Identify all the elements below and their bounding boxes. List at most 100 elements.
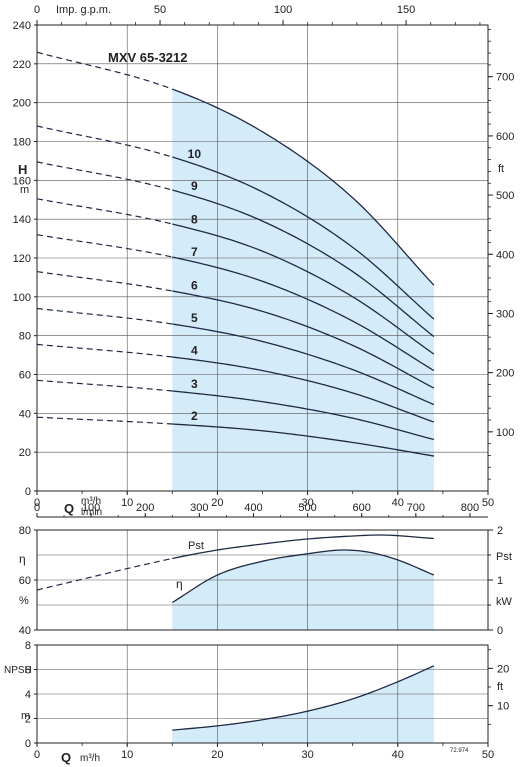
kw-tick-label: 1 [497,575,503,587]
right-axis-unit: kW [496,596,513,608]
y-tick-label: 220 [13,59,31,71]
y-tick-label: 120 [13,253,31,265]
y-tick-label: 60 [19,370,31,382]
lmin-tick-label: 800 [461,502,479,514]
ft-tick-label: 200 [496,368,514,380]
x-tick-label: 40 [392,497,404,509]
curve-dashed-10 [36,125,173,158]
gpm-tick-label: 150 [397,4,415,16]
curve-6 [172,290,435,389]
y-tick-label: 100 [13,292,31,304]
stage-label-7: 7 [191,245,198,259]
eta-label: η [176,577,183,591]
y-axis-label: NPSH [4,665,32,676]
npsh-region [172,665,434,743]
curve-dashed-max [36,51,173,90]
stage-label-5: 5 [191,311,198,325]
curve-dashed-8 [36,198,173,225]
x-axis-label: Q [64,501,74,516]
right-axis-label: Pst [496,551,512,563]
head-panel: 2 3 4 5 6 7 8 9 10 MXV 65-3212 0 20 40 60 80 100 120 140 1… [13,4,515,518]
x-tick-label: 50 [482,497,494,509]
gpm-tick-label: 100 [274,4,292,16]
lmin-tick-label: 500 [298,502,316,514]
y-tick-label: 200 [13,98,31,110]
y-tick-label: 0 [25,486,31,498]
drawing-number: 72.974 [450,748,469,754]
lmin-tick-label: 600 [353,502,371,514]
pst-label: Pst [188,540,204,552]
y-axis-unit: m [20,184,29,196]
y-tick-label: 140 [13,214,31,226]
curve-dashed-5 [36,307,173,325]
x-tick-label: 20 [211,497,223,509]
y-tick-label: 20 [19,447,31,459]
npsh-curve [172,665,435,731]
curve-dashed-7 [36,234,173,258]
stage-label-3: 3 [191,377,198,391]
kw-tick-label: 0 [497,625,503,637]
stage-label-9: 9 [191,179,198,193]
ft-tick-label: 10 [497,701,509,713]
y-axis-label: H [18,162,27,177]
ft-tick-label: 20 [497,663,509,675]
x-tick-label: 0 [34,749,40,761]
ft-axis-unit: ft [498,163,504,175]
x-tick-label: 50 [482,749,494,761]
operating-region [172,89,434,491]
x-tick-label: 20 [211,749,223,761]
x-axis-label: Q [61,750,71,765]
curve-8 [172,223,435,355]
ft-tick-label: 300 [496,308,514,320]
y-tick-label: 8 [25,640,31,652]
y-tick-label: 60 [19,575,31,587]
y-tick-label: 6 [25,665,31,677]
stage-label-2: 2 [191,409,198,423]
ft-tick-label: 500 [496,190,514,202]
gpm-tick-label: 0 [34,4,40,16]
curve-dashed-6 [36,270,173,292]
x-axis-unit-m3h: m³/h [80,753,100,764]
curve-2 [172,423,434,457]
y-axis-unit: m [21,710,30,722]
curve-dashed-3 [36,379,173,392]
curve-dashed-4 [36,343,173,358]
stage-label-6: 6 [191,278,198,292]
stage-label-8: 8 [191,212,198,226]
stage-label-4: 4 [191,343,198,357]
y-axis-label: η [19,552,26,566]
x-axis-unit-lmin: l/min [81,507,102,518]
chart-title: MXV 65-3212 [108,50,188,65]
ft-axis-unit: ft [497,681,503,693]
curve-10 [172,156,435,320]
lmin-tick-label: 300 [190,502,208,514]
curve-7 [172,256,435,372]
top-axis-label: Imp. g.p.m. [56,4,111,16]
stage-label-10: 10 [188,147,202,161]
y-tick-label: 2 [25,714,31,726]
curve-5 [172,323,435,406]
x-tick-label: 40 [392,749,404,761]
y-tick-label: 80 [19,331,31,343]
curve-4 [172,356,435,423]
curve-9 [172,189,435,338]
lmin-tick-label: 400 [244,502,262,514]
curve-dashed-2 [36,416,173,425]
curve-dashed-9 [36,161,173,191]
y-tick-label: 160 [13,175,31,187]
ft-tick-label: 400 [496,249,514,261]
y-tick-label: 40 [19,408,31,420]
x-tick-label: 0 [34,497,40,509]
npsh-panel: 0 2 4 6 8 NPSH m 10 20 ft 0 10 20 30 40 50 Q m³/h [4,640,509,765]
y-axis-unit: % [19,595,29,607]
x-tick-label: 10 [121,749,133,761]
efficiency-panel: Pst η 40 60 80 η% 0 1 2 Pst kW [19,525,513,637]
x-tick-label: 30 [301,497,313,509]
gpm-tick-label: 50 [154,4,166,16]
curve-3 [172,390,435,441]
pst-curve-dashed [36,557,173,591]
efficiency-region [172,550,434,630]
y-tick-label: 180 [13,137,31,149]
ft-tick-label: 600 [496,131,514,143]
